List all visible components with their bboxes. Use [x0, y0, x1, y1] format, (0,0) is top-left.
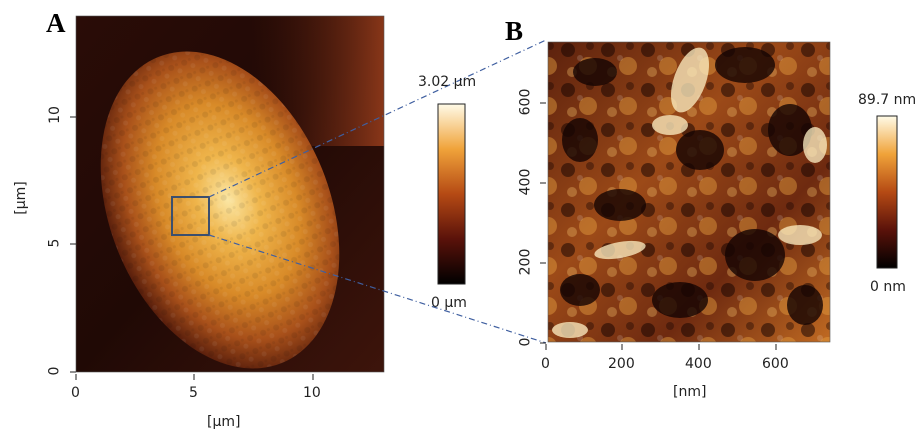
- a-x-tick-0: 0: [71, 385, 80, 401]
- a-y-axis-label: [µm]: [13, 181, 29, 215]
- a-y-tick-5: 5: [46, 238, 63, 248]
- colorbar-b-min-label: 0 nm: [870, 279, 906, 295]
- panel-a-letter: A: [46, 8, 66, 38]
- b-x-tick-400: 400: [685, 356, 712, 372]
- b-x-tick-600: 600: [762, 356, 789, 372]
- colorbar-a-min-label: 0 µm: [431, 295, 467, 311]
- b-y-tick-0: 0: [517, 337, 534, 347]
- colorbar-a-max-label: 3.02 µm: [418, 74, 477, 90]
- a-y-tick-0: 0: [46, 366, 63, 376]
- colorbar-b: [876, 115, 898, 269]
- a-x-tick-10: 10: [303, 385, 321, 401]
- b-x-tick-200: 200: [608, 356, 635, 372]
- a-x-tick-5: 5: [189, 385, 198, 401]
- colorbar-a: [437, 103, 466, 285]
- b-x-tick-0: 0: [541, 356, 550, 372]
- zoom-connector-top: [208, 39, 547, 198]
- a-x-axis-label: [µm]: [207, 414, 241, 430]
- b-y-tick-200: 200: [517, 248, 534, 276]
- b-y-tick-600: 600: [517, 88, 534, 116]
- panel-b-letter: B: [505, 16, 524, 46]
- b-y-tick-400: 400: [517, 168, 534, 196]
- b-x-axis-label: [nm]: [673, 384, 707, 400]
- zoom-region-box: [171, 196, 210, 236]
- colorbar-b-max-label: 89.7 nm: [858, 92, 917, 108]
- a-y-tick-10: 10: [46, 106, 63, 124]
